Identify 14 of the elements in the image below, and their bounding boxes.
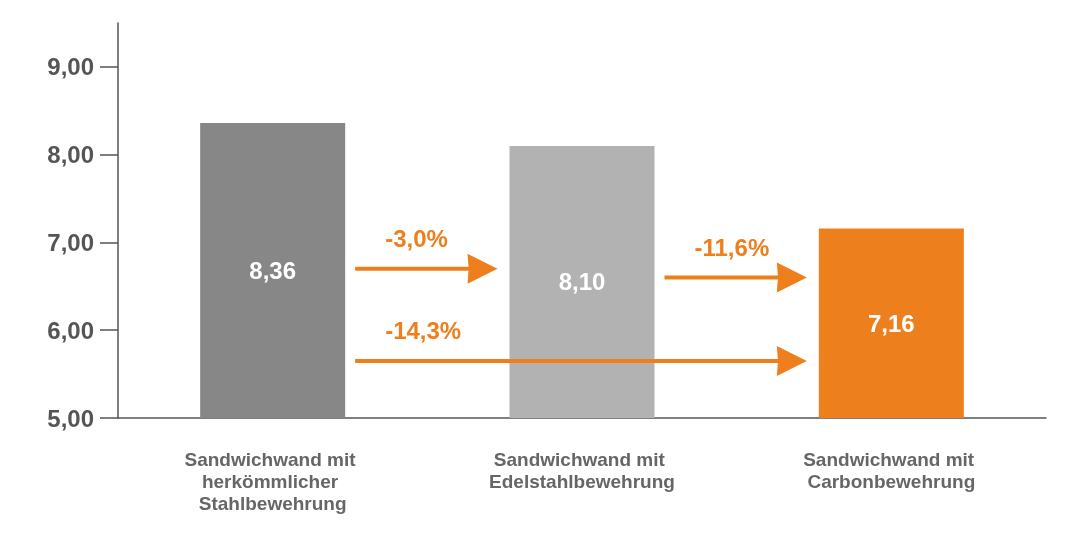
x-tick-label: Sandwichwand mit Edelstahlbewehrung <box>489 448 675 492</box>
annotation: -3,0% <box>385 225 448 253</box>
y-tick-label: 8,00 <box>47 141 94 169</box>
annotation: -11,6% <box>694 234 770 262</box>
data-label: 8,10 <box>558 268 606 296</box>
data-label: 7,16 <box>867 309 915 337</box>
x-tick-label: Sandwichwand mit Carbonbewehrung <box>803 448 980 492</box>
y-tick-label: 9,00 <box>47 53 94 81</box>
y-tick-label: 5,00 <box>47 404 94 432</box>
data-label: 8,36 <box>249 257 297 285</box>
y-tick-label: 7,00 <box>47 228 94 256</box>
annotation: -14,3% <box>385 317 462 345</box>
x-tick-label: Sandwichwand mit herkömmlicher Stahlbewehrung <box>184 448 361 514</box>
y-tick-label: 6,00 <box>47 316 94 344</box>
